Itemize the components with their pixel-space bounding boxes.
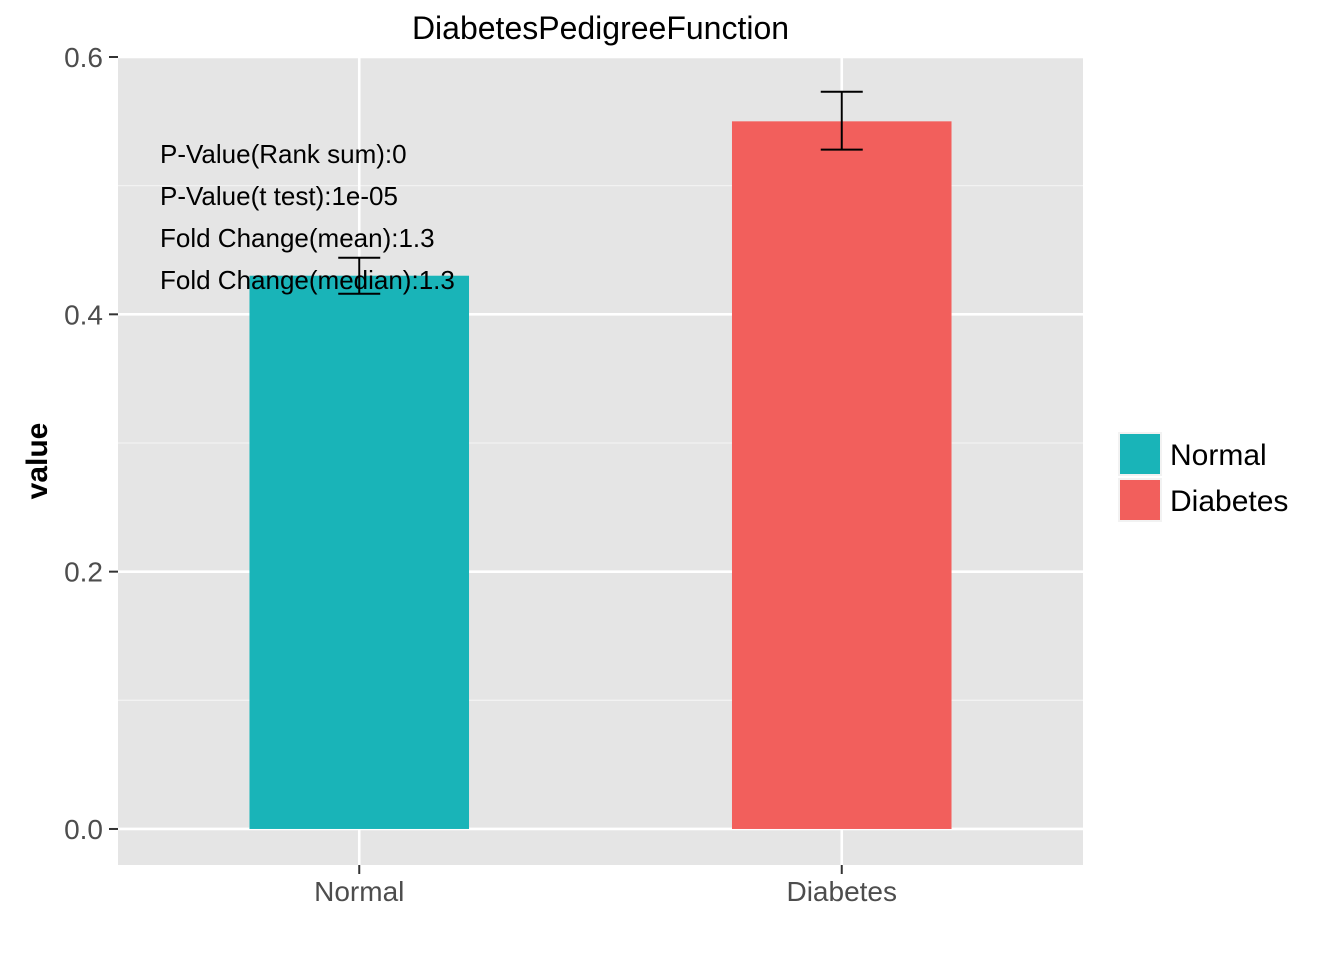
annotation-text: Fold Change(mean):1.3 (160, 223, 435, 253)
y-tick-label: 0.2 (64, 557, 103, 588)
y-axis-label: value (21, 423, 54, 500)
bar-diabetes (731, 121, 952, 829)
annotation-text: P-Value(Rank sum):0 (160, 139, 407, 169)
y-tick-label: 0.0 (64, 814, 103, 845)
chart-title: DiabetesPedigreeFunction (412, 10, 789, 46)
bar-normal (249, 275, 470, 829)
y-tick-label: 0.4 (64, 299, 103, 330)
legend-swatch-normal (1120, 434, 1160, 474)
x-tick-label: Diabetes (786, 876, 897, 907)
legend-swatch-diabetes (1120, 480, 1160, 520)
legend-label: Normal (1170, 439, 1267, 472)
annotation-text: Fold Change(median):1.3 (160, 265, 455, 295)
annotation-text: P-Value(t test):1e-05 (160, 181, 398, 211)
y-tick-label: 0.6 (64, 42, 103, 73)
legend-label: Diabetes (1170, 485, 1288, 518)
x-tick-label: Normal (314, 876, 404, 907)
